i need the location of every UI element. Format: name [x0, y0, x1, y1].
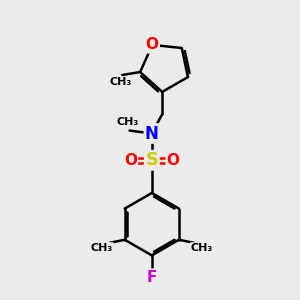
Text: CH₃: CH₃: [191, 243, 213, 253]
Text: CH₃: CH₃: [117, 117, 139, 127]
Text: O: O: [146, 38, 159, 52]
Text: S: S: [145, 151, 158, 169]
Text: F: F: [147, 270, 157, 285]
Text: O: O: [124, 153, 137, 168]
Text: N: N: [145, 124, 159, 142]
Text: CH₃: CH₃: [91, 243, 113, 253]
Text: O: O: [167, 153, 180, 168]
Text: CH₃: CH₃: [110, 77, 132, 87]
